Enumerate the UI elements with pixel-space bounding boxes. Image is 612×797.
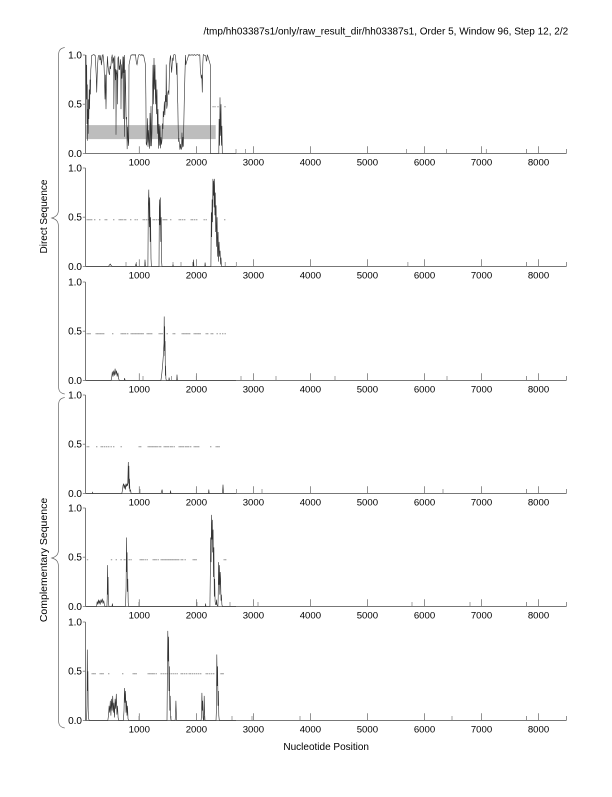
svg-text:7000: 7000: [471, 385, 492, 396]
svg-text:8000: 8000: [528, 271, 549, 282]
svg-text:3000: 3000: [243, 158, 264, 169]
svg-text:5000: 5000: [357, 611, 378, 622]
svg-text:1000: 1000: [129, 385, 150, 396]
svg-text:6000: 6000: [414, 385, 435, 396]
svg-text:Complementary Sequence: Complementary Sequence: [38, 498, 50, 622]
svg-text:2000: 2000: [186, 271, 207, 282]
svg-text:5000: 5000: [357, 385, 378, 396]
svg-text:1.0: 1.0: [68, 277, 82, 288]
svg-text:0.5: 0.5: [68, 213, 82, 224]
svg-text:0.5: 0.5: [68, 440, 82, 451]
svg-text:3000: 3000: [243, 271, 264, 282]
svg-text:1000: 1000: [129, 498, 150, 509]
svg-text:0.5: 0.5: [68, 667, 82, 678]
svg-text:8000: 8000: [528, 385, 549, 396]
svg-text:6000: 6000: [414, 158, 435, 169]
svg-text:7000: 7000: [471, 271, 492, 282]
svg-text:1.0: 1.0: [68, 617, 82, 628]
svg-text:7000: 7000: [471, 498, 492, 509]
svg-text:7000: 7000: [471, 158, 492, 169]
svg-text:4000: 4000: [300, 498, 321, 509]
svg-text:2000: 2000: [186, 725, 207, 736]
svg-text:6000: 6000: [414, 271, 435, 282]
svg-text:8000: 8000: [528, 498, 549, 509]
svg-text:1000: 1000: [129, 725, 150, 736]
svg-text:1.0: 1.0: [68, 163, 82, 174]
svg-text:0.0: 0.0: [68, 262, 82, 273]
svg-text:2000: 2000: [186, 498, 207, 509]
svg-text:8000: 8000: [528, 158, 549, 169]
svg-text:1.0: 1.0: [68, 503, 82, 514]
svg-text:0.0: 0.0: [68, 376, 82, 387]
svg-text:0.0: 0.0: [68, 716, 82, 727]
svg-text:0.5: 0.5: [68, 327, 82, 338]
svg-text:3000: 3000: [243, 611, 264, 622]
svg-text:4000: 4000: [300, 158, 321, 169]
svg-text:1000: 1000: [129, 611, 150, 622]
svg-text:8000: 8000: [528, 725, 549, 736]
svg-text:4000: 4000: [300, 611, 321, 622]
svg-text:0.0: 0.0: [68, 602, 82, 613]
svg-text:6000: 6000: [414, 611, 435, 622]
svg-text:7000: 7000: [471, 611, 492, 622]
svg-text:0.0: 0.0: [68, 489, 82, 500]
svg-text:5000: 5000: [357, 498, 378, 509]
svg-text:6000: 6000: [414, 725, 435, 736]
svg-text:6000: 6000: [414, 498, 435, 509]
svg-text:8000: 8000: [528, 611, 549, 622]
svg-text:4000: 4000: [300, 271, 321, 282]
svg-text:/tmp/hh03387s1/only/raw_result: /tmp/hh03387s1/only/raw_result_dir/hh033…: [204, 27, 569, 38]
svg-text:5000: 5000: [357, 271, 378, 282]
svg-text:2000: 2000: [186, 611, 207, 622]
svg-text:2000: 2000: [186, 158, 207, 169]
svg-text:1.0: 1.0: [68, 50, 82, 61]
svg-text:4000: 4000: [300, 725, 321, 736]
svg-text:5000: 5000: [357, 158, 378, 169]
svg-text:1000: 1000: [129, 158, 150, 169]
svg-text:4000: 4000: [300, 385, 321, 396]
svg-text:0.5: 0.5: [68, 553, 82, 564]
svg-text:Nucleotide Position: Nucleotide Position: [283, 742, 369, 753]
svg-text:0.5: 0.5: [68, 100, 82, 111]
svg-text:1.0: 1.0: [68, 390, 82, 401]
svg-text:Direct Sequence: Direct Sequence: [39, 179, 50, 253]
svg-text:3000: 3000: [243, 385, 264, 396]
svg-text:2000: 2000: [186, 385, 207, 396]
svg-text:3000: 3000: [243, 498, 264, 509]
svg-text:7000: 7000: [471, 725, 492, 736]
svg-text:0.0: 0.0: [68, 149, 82, 160]
svg-text:1000: 1000: [129, 271, 150, 282]
svg-text:3000: 3000: [243, 725, 264, 736]
svg-text:5000: 5000: [357, 725, 378, 736]
